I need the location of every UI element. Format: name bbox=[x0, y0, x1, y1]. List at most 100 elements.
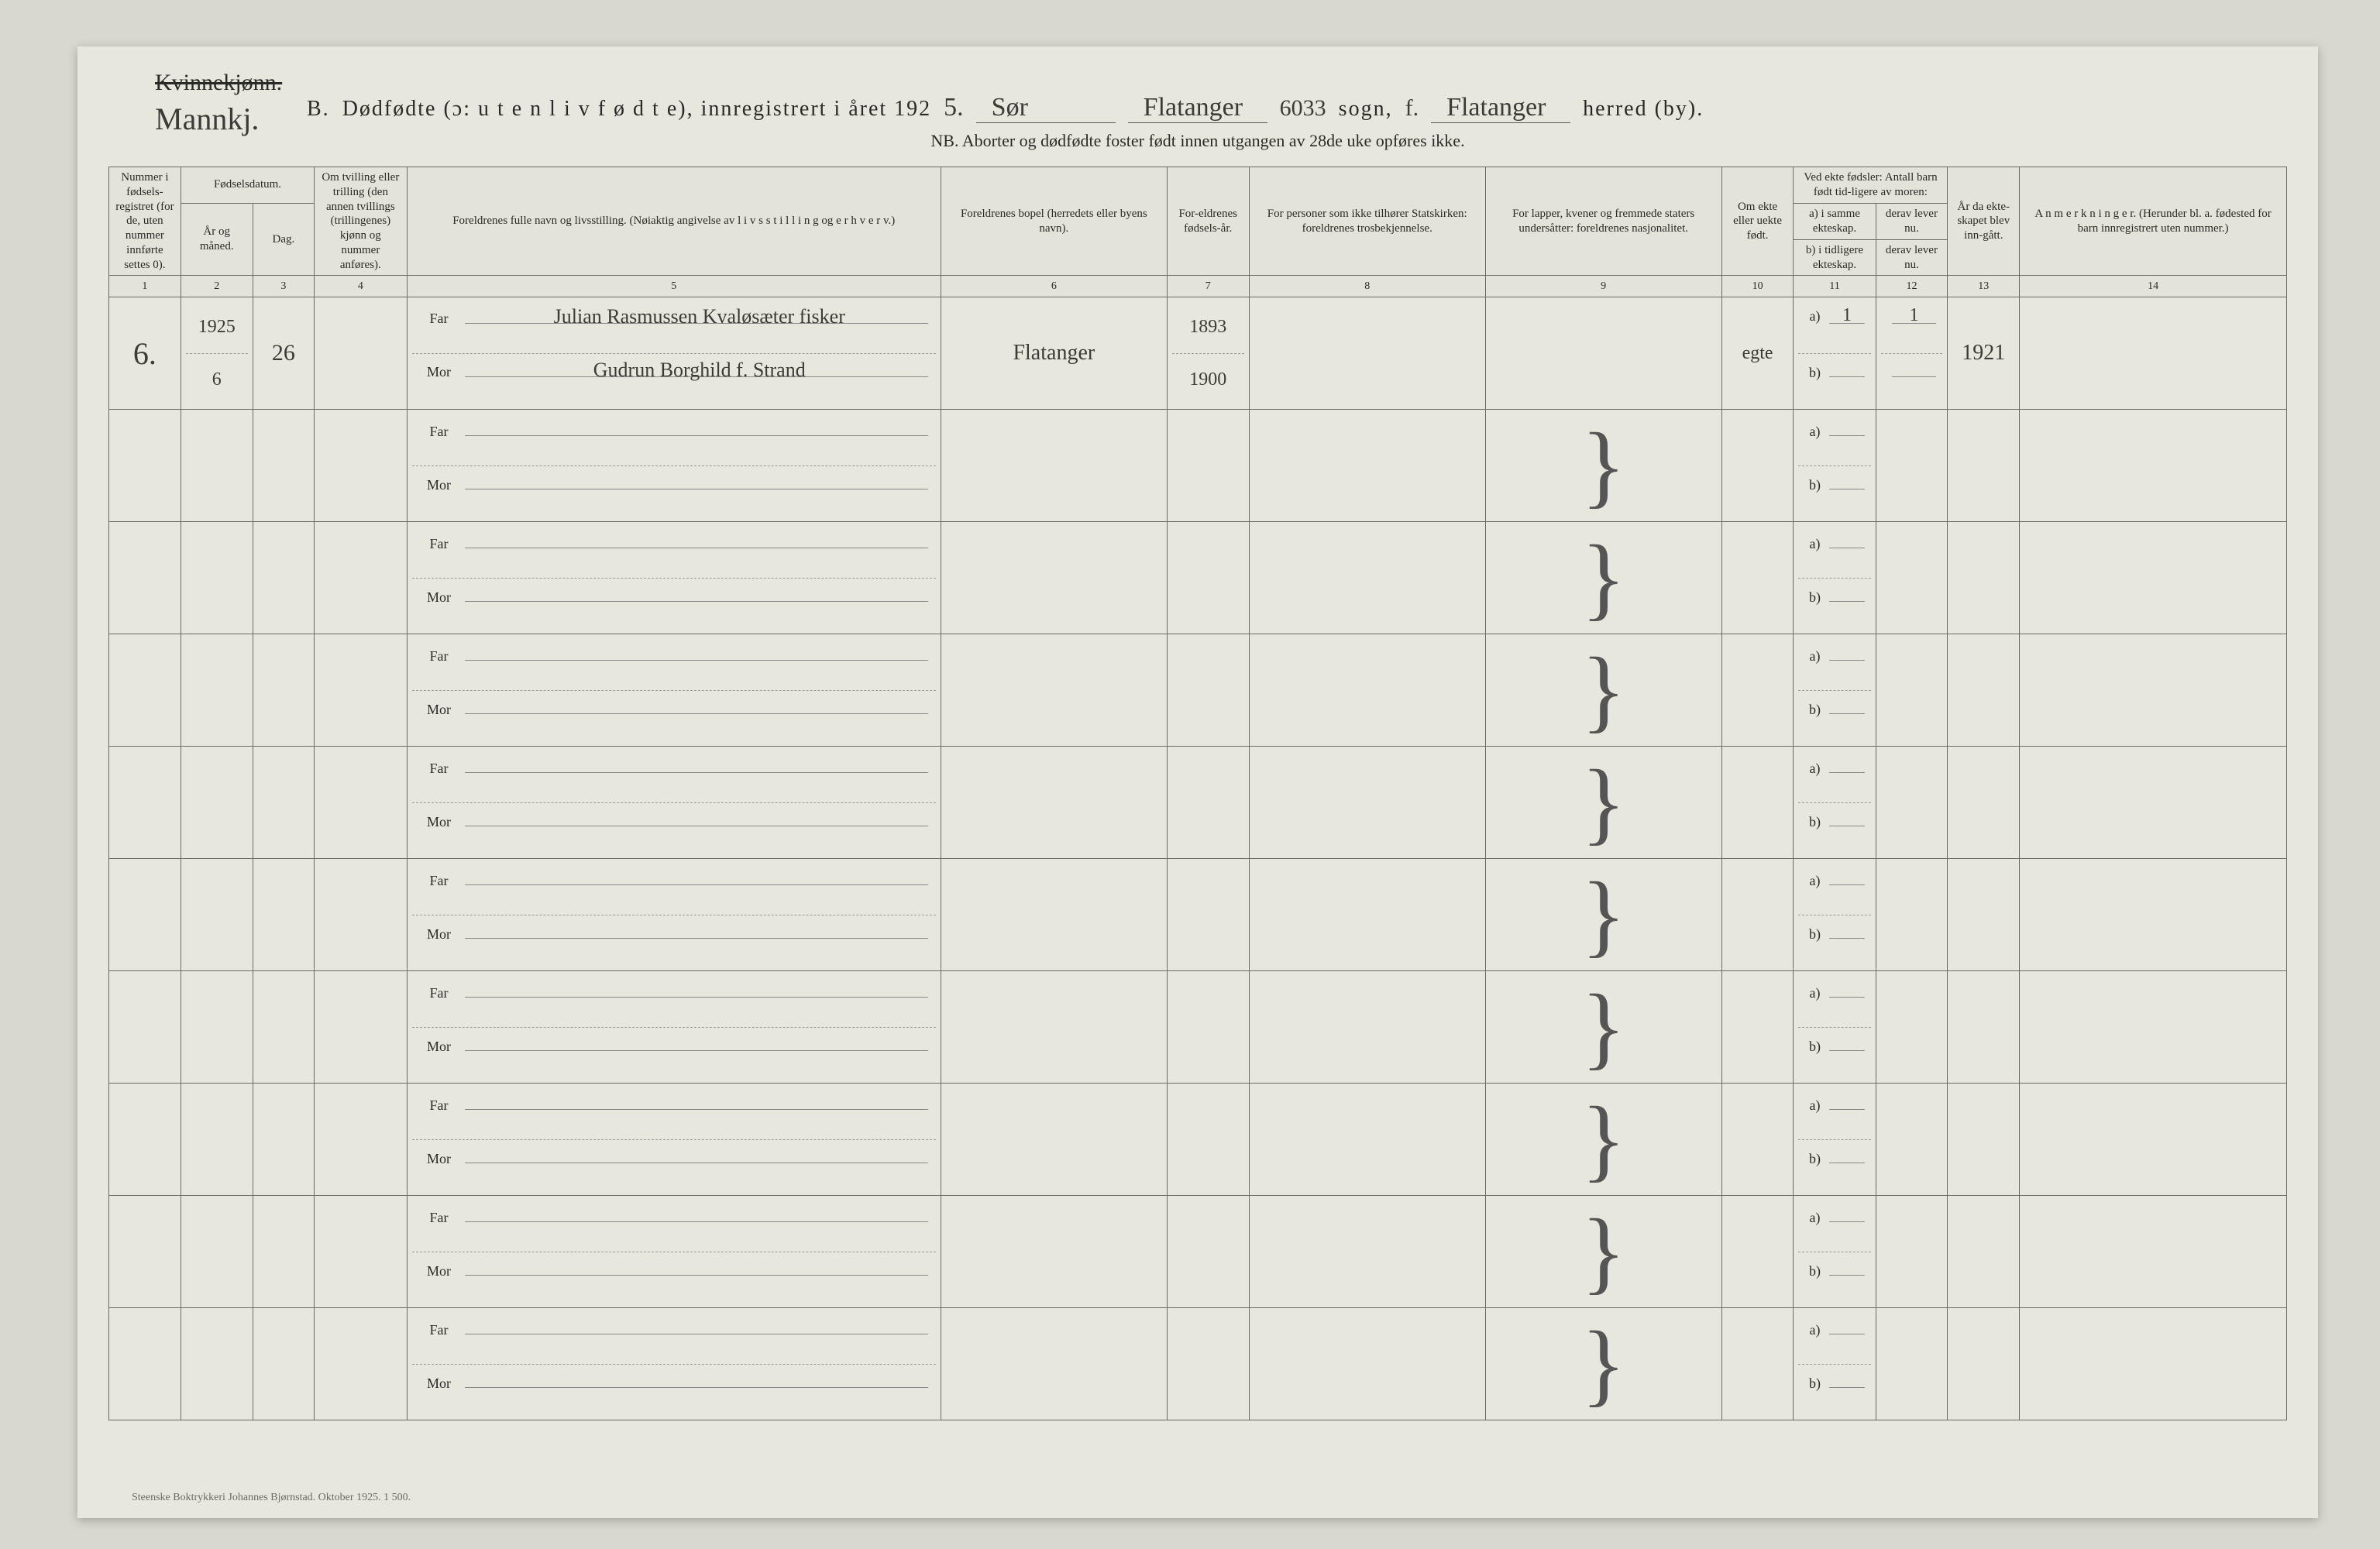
blank-mor bbox=[465, 808, 928, 826]
colnum-2: 2 bbox=[181, 276, 253, 297]
far-label: Far bbox=[420, 761, 459, 777]
blank-far bbox=[465, 1091, 928, 1110]
blank-year bbox=[181, 410, 253, 522]
blank-bopel bbox=[941, 634, 1167, 747]
colnum-13: 13 bbox=[1948, 276, 2020, 297]
table-row: Far Mor } a) b) bbox=[109, 859, 2287, 971]
table-row: Far Mor } a) b) bbox=[109, 1084, 2287, 1196]
mor-label: Mor bbox=[420, 589, 459, 606]
ledger-table: Nummer i fødsels-registret (for de, uten… bbox=[108, 167, 2287, 1420]
colnum-1: 1 bbox=[109, 276, 181, 297]
blank-c9-brace: } bbox=[1485, 1084, 1721, 1196]
blank-c13 bbox=[1948, 634, 2020, 747]
blank-tvilling bbox=[315, 522, 407, 634]
blank-c13 bbox=[1948, 1084, 2020, 1196]
blank-c10 bbox=[1721, 747, 1794, 859]
mor-label: Mor bbox=[420, 477, 459, 493]
table-row: Far Mor } a) b) bbox=[109, 522, 2287, 634]
sogn-hw: Flatanger bbox=[1128, 93, 1267, 123]
table-row: Far Mor } a) b) bbox=[109, 1196, 2287, 1308]
blank-day bbox=[253, 522, 315, 634]
blank-c11: a) b) bbox=[1794, 1084, 1876, 1196]
blank-c13 bbox=[1948, 410, 2020, 522]
b-label: b) bbox=[1804, 589, 1825, 606]
blank-c9-brace: } bbox=[1485, 1196, 1721, 1308]
row1-c14 bbox=[2020, 297, 2287, 410]
blank-c11: a) b) bbox=[1794, 971, 1876, 1084]
a-label: a) bbox=[1804, 536, 1825, 552]
blank-mor bbox=[465, 1145, 928, 1163]
blank-c14 bbox=[2020, 1196, 2287, 1308]
row1-ekte: egte bbox=[1721, 297, 1794, 410]
col-11a-header: a) i samme ekteskap. bbox=[1794, 203, 1876, 239]
blank-c14 bbox=[2020, 971, 2287, 1084]
blank-c11a bbox=[1829, 867, 1864, 885]
a-label: a) bbox=[1804, 1097, 1825, 1114]
row1-c11: a)1 b) bbox=[1794, 297, 1876, 410]
mor-label: Mor bbox=[420, 814, 459, 830]
blank-paryear bbox=[1167, 747, 1249, 859]
b-label: b) bbox=[1804, 477, 1825, 493]
row1-c13: 1921 bbox=[1948, 297, 2020, 410]
blank-far bbox=[465, 530, 928, 548]
blank-c13 bbox=[1948, 859, 2020, 971]
gender-block: Kvinnekjønn. Mannkj. bbox=[155, 70, 282, 137]
blank-bopel bbox=[941, 747, 1167, 859]
blank-c12 bbox=[1876, 747, 1948, 859]
colnum-14: 14 bbox=[2020, 276, 2287, 297]
section-letter: B. bbox=[307, 97, 330, 122]
blank-c11a bbox=[1829, 979, 1864, 998]
blank-year bbox=[181, 522, 253, 634]
blank-bopel bbox=[941, 971, 1167, 1084]
far-label: Far bbox=[420, 1097, 459, 1114]
row1-c12b bbox=[1892, 359, 1937, 377]
table-row: Far Mor } a) b) bbox=[109, 971, 2287, 1084]
row1-day: 26 bbox=[253, 297, 315, 410]
blank-c12 bbox=[1876, 634, 1948, 747]
column-number-row: 1 2 3 4 5 6 7 8 9 10 11 12 13 14 bbox=[109, 276, 2287, 297]
blank-c11: a) b) bbox=[1794, 859, 1876, 971]
blank-paryear bbox=[1167, 1308, 1249, 1420]
mor-label: Mor bbox=[420, 926, 459, 943]
header-line: B. Dødfødte (ɔ: u t e n l i v f ø d t e)… bbox=[155, 93, 2287, 123]
blank-c11: a) b) bbox=[1794, 747, 1876, 859]
b-label: b) bbox=[1804, 1263, 1825, 1279]
blank-c10 bbox=[1721, 634, 1794, 747]
blank-c11a bbox=[1829, 1204, 1864, 1222]
blank-day bbox=[253, 971, 315, 1084]
row1-mor-year: 1900 bbox=[1172, 353, 1244, 406]
blank-c11: a) b) bbox=[1794, 634, 1876, 747]
blank-num bbox=[109, 522, 181, 634]
blank-paryear bbox=[1167, 1084, 1249, 1196]
blank-day bbox=[253, 1308, 315, 1420]
blank-c13 bbox=[1948, 1196, 2020, 1308]
blank-c12 bbox=[1876, 1084, 1948, 1196]
blank-paryear bbox=[1167, 971, 1249, 1084]
blank-c8 bbox=[1249, 522, 1485, 634]
blank-num bbox=[109, 410, 181, 522]
col-7-header: For-eldrenes fødsels-år. bbox=[1167, 167, 1249, 276]
blank-c10 bbox=[1721, 522, 1794, 634]
blank-tvilling bbox=[315, 1084, 407, 1196]
blank-c13 bbox=[1948, 747, 2020, 859]
mor-label: Mor bbox=[420, 1376, 459, 1392]
blank-c9-brace: } bbox=[1485, 410, 1721, 522]
blank-c8 bbox=[1249, 747, 1485, 859]
blank-bopel bbox=[941, 522, 1167, 634]
blank-c11b bbox=[1829, 696, 1864, 714]
blank-c11a bbox=[1829, 417, 1864, 436]
herred-prefix-hw: f. bbox=[1405, 95, 1419, 122]
col-9-header: For lapper, kvener og fremmede staters u… bbox=[1485, 167, 1721, 276]
gender-handwritten: Mannkj. bbox=[155, 101, 282, 137]
row1-far-name: Julian Rasmussen Kvaløsæter fisker bbox=[465, 305, 928, 324]
blank-c9-brace: } bbox=[1485, 634, 1721, 747]
row1-parent-years: 1893 1900 bbox=[1167, 297, 1249, 410]
mor-label: Mor bbox=[420, 702, 459, 718]
blank-c9-brace: } bbox=[1485, 859, 1721, 971]
col-13-header: År da ekte-skapet blev inn-gått. bbox=[1948, 167, 2020, 276]
blank-bopel bbox=[941, 410, 1167, 522]
blank-c8 bbox=[1249, 859, 1485, 971]
col-12a-header: derav lever nu. bbox=[1876, 203, 1948, 239]
blank-tvilling bbox=[315, 1308, 407, 1420]
blank-c12 bbox=[1876, 859, 1948, 971]
